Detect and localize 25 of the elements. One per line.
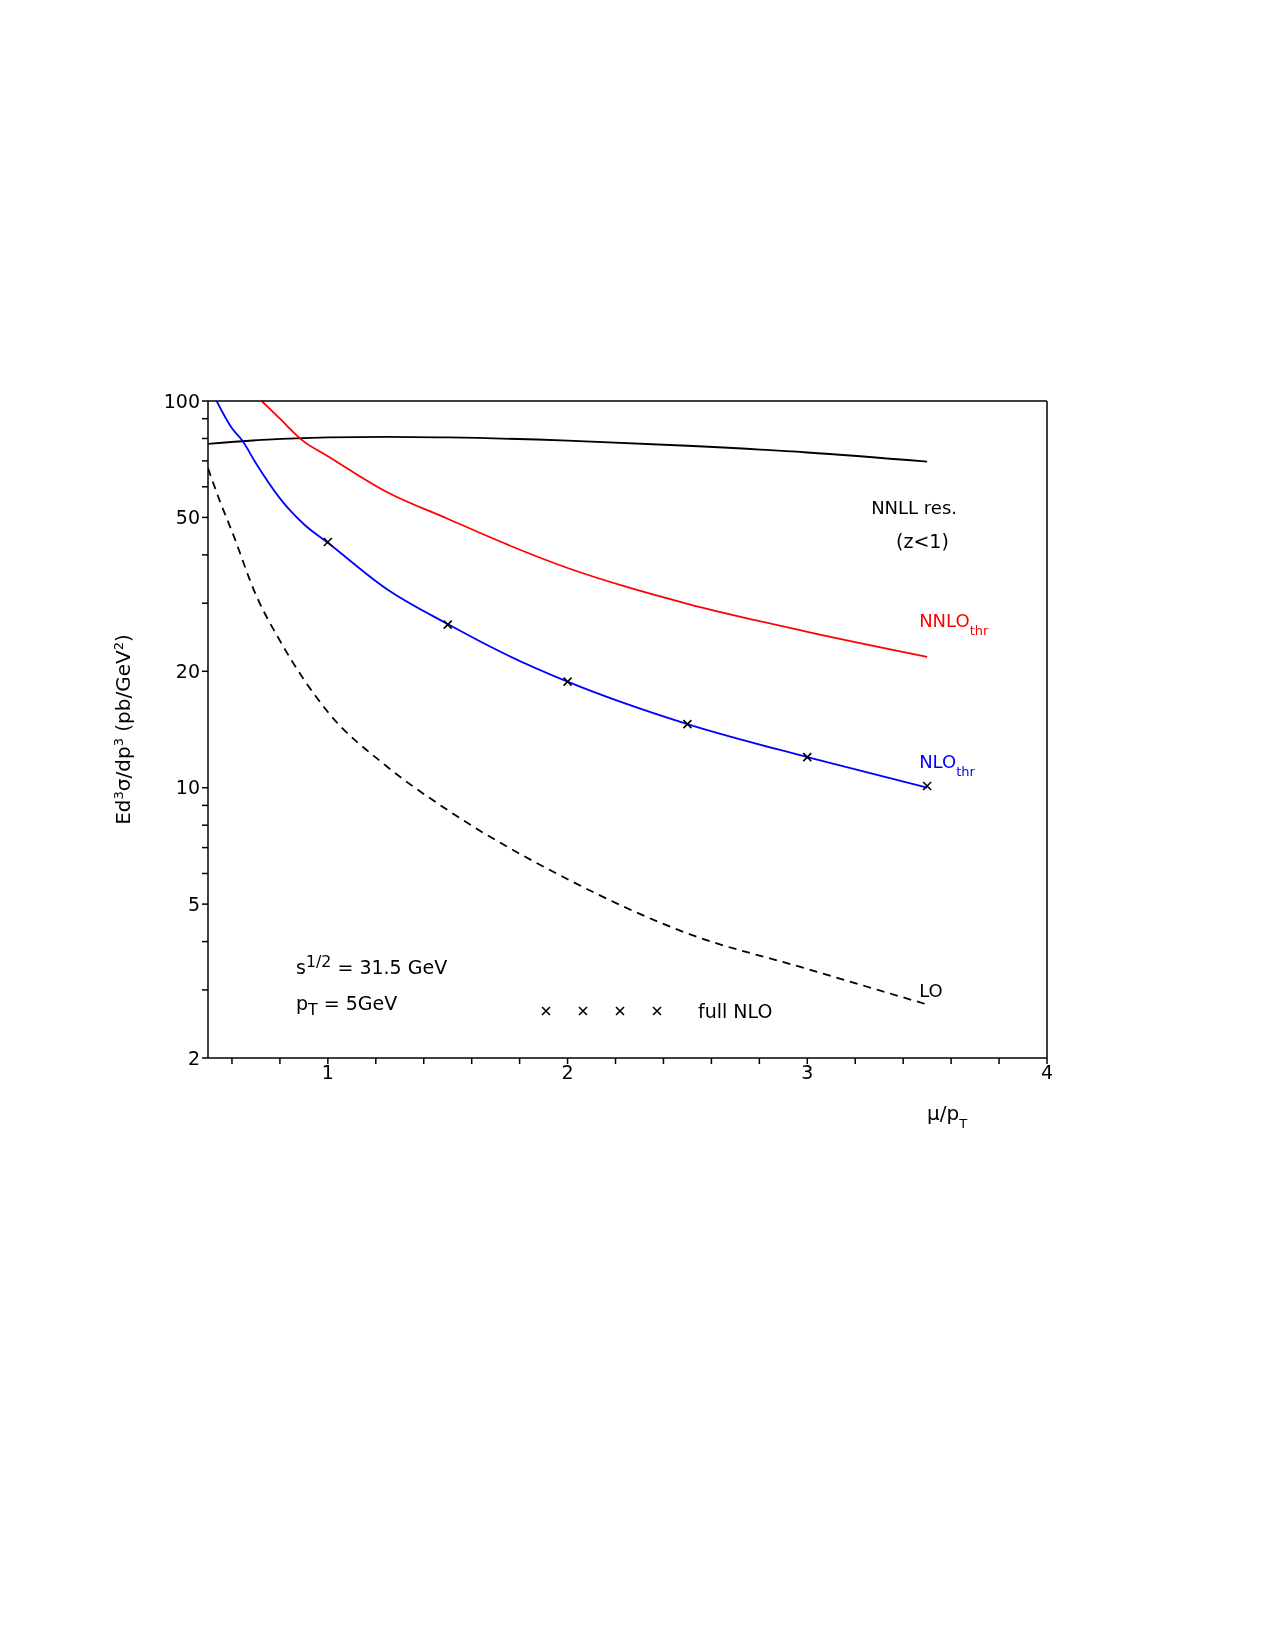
annotation: p$_{T}$ = 5GeV bbox=[296, 992, 398, 1019]
x-tick-label: 3 bbox=[801, 1061, 814, 1084]
x-tick-label: 1 bbox=[321, 1061, 334, 1084]
point bbox=[802, 752, 813, 762]
y-tick-label: 50 bbox=[175, 506, 200, 529]
series-label: LO bbox=[919, 979, 943, 1001]
text: NNLL res. bbox=[871, 496, 958, 518]
series-label: NNLO$_{thr}$ bbox=[919, 609, 989, 638]
point bbox=[323, 537, 333, 547]
y-tick-label: 2 bbox=[187, 1046, 200, 1069]
x-axis-title: μ/p$_{T}$ bbox=[927, 1101, 968, 1131]
x-tick-label: 2 bbox=[561, 1061, 574, 1084]
annotation: s$^{1/2}$ = 31.5 GeV bbox=[296, 952, 448, 979]
series-label: NLO$_{thr}$ bbox=[919, 750, 976, 779]
y-tick-label: 5 bbox=[187, 892, 200, 915]
x-tick-label: 4 bbox=[1040, 1061, 1054, 1084]
y-tick-label: 100 bbox=[163, 389, 200, 412]
annotation: (z<1) bbox=[896, 530, 949, 552]
y-tick-label: 10 bbox=[175, 776, 200, 799]
point bbox=[682, 719, 693, 729]
point bbox=[562, 676, 573, 687]
point bbox=[442, 619, 453, 630]
y-tick-label: 20 bbox=[175, 660, 200, 683]
legend-label: full NLO bbox=[698, 1000, 773, 1022]
point bbox=[922, 781, 932, 791]
